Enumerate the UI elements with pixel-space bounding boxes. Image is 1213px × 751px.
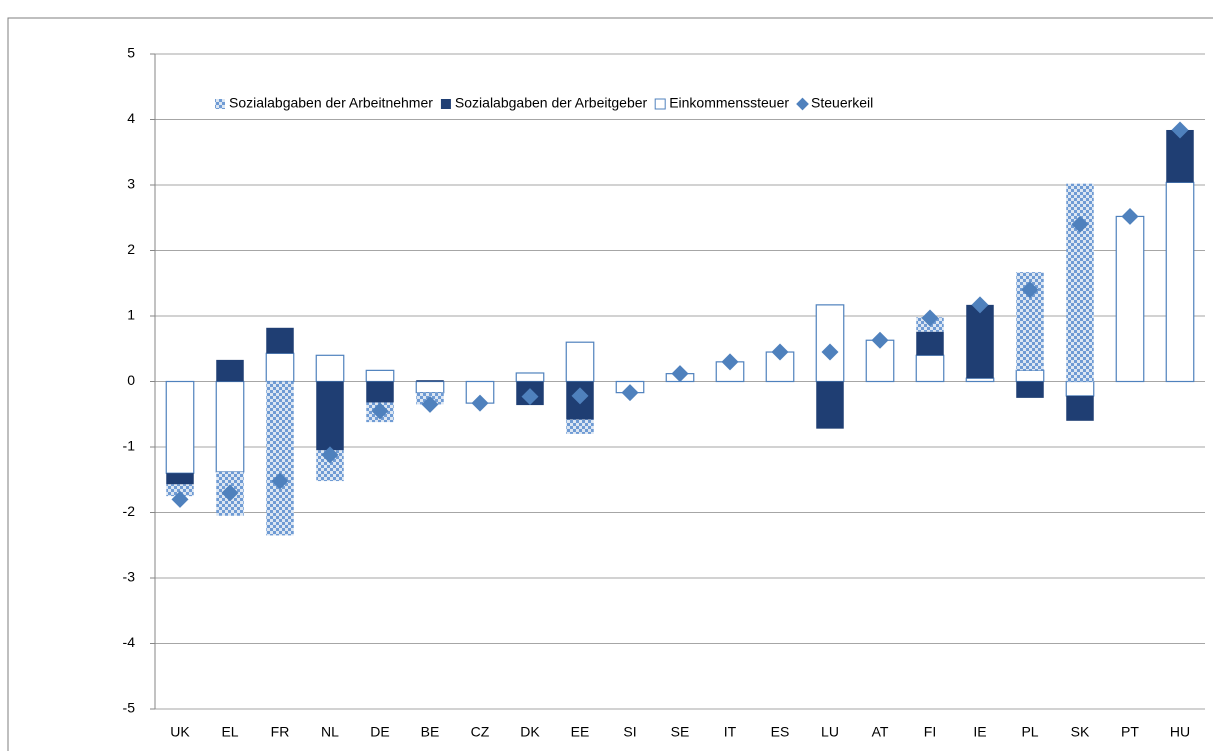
legend-item: Sozialabgaben der Arbeitnehmer <box>215 95 433 111</box>
marker <box>421 395 439 413</box>
bar <box>1066 395 1094 421</box>
bar <box>1016 381 1044 398</box>
marker <box>671 365 689 383</box>
marker <box>471 394 489 412</box>
x-tick-label: EE <box>571 724 590 740</box>
x-tick-label: IT <box>724 724 737 740</box>
legend-label: Sozialabgaben der Arbeitnehmer <box>229 95 433 111</box>
x-tick-label: CZ <box>471 724 490 740</box>
bar <box>216 359 244 382</box>
y-tick-label: -5 <box>123 700 136 716</box>
legend-item: Einkommenssteuer <box>654 95 789 111</box>
marker <box>771 343 789 361</box>
bar <box>815 304 845 383</box>
x-tick-label: EL <box>221 724 238 740</box>
bar <box>965 377 995 383</box>
legend-swatch <box>215 99 225 109</box>
bar <box>515 372 545 383</box>
y-tick-label: 0 <box>127 372 135 388</box>
x-tick-label: HU <box>1170 724 1190 740</box>
bar <box>316 381 344 451</box>
bar <box>816 381 844 429</box>
bar <box>366 381 394 403</box>
bar <box>165 380 195 474</box>
x-tick-label: FR <box>271 724 290 740</box>
marker <box>521 388 539 406</box>
x-tick-label: PT <box>1121 724 1139 740</box>
bar <box>1065 380 1095 397</box>
x-tick-label: SE <box>671 724 690 740</box>
bar <box>566 419 594 434</box>
y-tick-label: -2 <box>123 503 136 519</box>
x-tick-label: PL <box>1021 724 1038 740</box>
marker <box>571 387 589 405</box>
x-tick-label: AT <box>872 724 889 740</box>
marker <box>321 446 339 464</box>
bar <box>915 354 945 383</box>
y-tick-label: 5 <box>127 45 135 61</box>
legend-swatch <box>654 98 666 110</box>
marker <box>971 296 989 314</box>
x-tick-label: FI <box>924 724 936 740</box>
bar <box>266 327 294 354</box>
marker <box>821 343 839 361</box>
bar <box>315 354 345 383</box>
bar <box>266 381 294 536</box>
legend-item: Sozialabgaben der Arbeitgeber <box>440 95 648 111</box>
legend-swatch <box>796 97 809 111</box>
bar <box>565 341 595 383</box>
chart-border <box>7 17 1213 751</box>
y-tick-label: -4 <box>123 634 136 650</box>
y-tick-label: -1 <box>123 438 136 454</box>
x-tick-label: LU <box>821 724 839 740</box>
marker <box>271 472 289 490</box>
bar <box>916 331 944 356</box>
bar <box>365 369 395 383</box>
bar <box>966 304 994 379</box>
y-tick-label: 2 <box>127 241 135 257</box>
legend-item: Steuerkeil <box>796 95 873 111</box>
bar <box>166 484 194 497</box>
bar <box>416 380 444 382</box>
x-tick-label: IE <box>973 724 986 740</box>
bar <box>1166 129 1194 183</box>
marker <box>221 484 239 502</box>
x-tick-label: ES <box>771 724 790 740</box>
marker <box>171 490 189 508</box>
x-tick-label: NL <box>321 724 339 740</box>
x-tick-label: SK <box>1071 724 1090 740</box>
x-tick-label: SI <box>623 724 636 740</box>
x-tick-label: UK <box>170 724 190 740</box>
x-tick-label: DE <box>370 724 389 740</box>
marker <box>871 331 889 349</box>
y-tick-label: -3 <box>123 569 136 585</box>
marker <box>621 384 639 402</box>
y-tick-label: 4 <box>127 110 135 126</box>
marker <box>371 402 389 420</box>
bar <box>1165 181 1195 383</box>
legend-swatch <box>440 99 451 109</box>
bar <box>166 473 194 485</box>
legend-label: Sozialabgaben der Arbeitgeber <box>455 95 648 111</box>
x-tick-label: DK <box>520 724 540 740</box>
y-tick-label: 3 <box>127 176 135 192</box>
x-tick-label: BE <box>421 724 440 740</box>
bar <box>265 352 295 383</box>
bar <box>1066 183 1094 382</box>
marker <box>921 309 939 327</box>
y-tick-label: 1 <box>127 307 135 323</box>
marker <box>721 353 739 371</box>
bar <box>215 380 245 473</box>
bar <box>1115 215 1145 383</box>
legend-label: Steuerkeil <box>811 95 873 111</box>
bar <box>415 380 445 394</box>
legend-label: Einkommenssteuer <box>669 95 789 111</box>
bar <box>1015 369 1045 383</box>
